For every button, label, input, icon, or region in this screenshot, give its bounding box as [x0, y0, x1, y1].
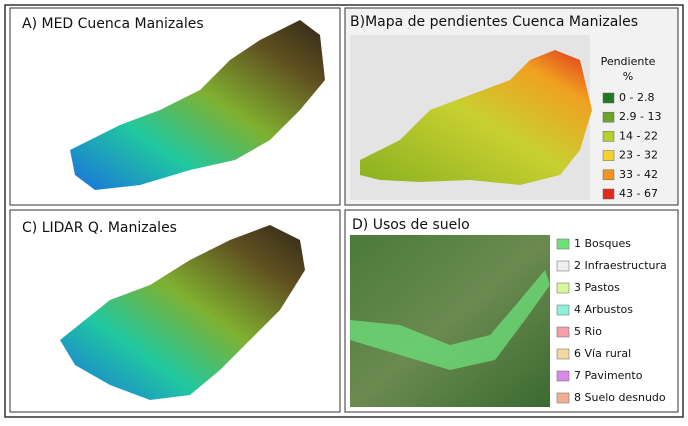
panel-d: D) Usos de suelo: [344, 209, 679, 413]
legend-label: 1 Bosques: [574, 237, 631, 250]
legend-label: 5 Rio: [574, 325, 602, 338]
panel-title: A) MED Cuenca Manizales: [22, 16, 204, 32]
legend-label: 6 Vía rural: [574, 347, 631, 360]
legend-swatch: [556, 260, 570, 272]
panel-title: C) LIDAR Q. Manizales: [22, 220, 177, 236]
panel-a: A) MED Cuenca Manizales: [9, 7, 341, 206]
legend-unit: %: [623, 70, 633, 83]
panel-title: B)Mapa de pendientes Cuenca Manizales: [350, 14, 638, 30]
slope-map: [360, 50, 592, 185]
legend-label: 8 Suelo desnudo: [574, 391, 666, 404]
legend-label: 3 Pastos: [574, 281, 620, 294]
legend-label: 2 Infraestructura: [574, 259, 667, 272]
legend-swatch: [556, 304, 570, 316]
legend-swatch: [556, 392, 570, 404]
legend-label: 43 - 67: [619, 187, 658, 200]
legend-swatch: [556, 326, 570, 338]
legend-swatch: [602, 169, 615, 181]
legend-label: 23 - 32: [619, 149, 658, 162]
legend-title: Pendiente: [601, 55, 656, 68]
legend-label: 33 - 42: [619, 168, 658, 181]
legend-swatch: [602, 92, 615, 104]
legend-swatch: [556, 238, 570, 250]
legend-swatch: [556, 370, 570, 382]
legend-label: 7 Pavimento: [574, 369, 643, 382]
legend-swatch: [556, 282, 570, 294]
legend-swatch: [556, 348, 570, 360]
legend-label: 14 - 22: [619, 129, 658, 142]
legend-label: 2.9 - 13: [619, 110, 661, 123]
legend-swatch: [602, 188, 615, 200]
land-use-overlay: [350, 270, 550, 370]
panel-c: C) LIDAR Q. Manizales: [9, 209, 341, 413]
outer-frame: [4, 4, 684, 418]
lidar-model: [60, 225, 305, 400]
elevation-model: [70, 20, 325, 190]
legend-swatch: [602, 131, 615, 142]
legend-swatch: [602, 111, 615, 123]
legend-label: 4 Arbustos: [574, 303, 633, 316]
legend-swatch: [602, 150, 615, 161]
panel-b: B)Mapa de pendientes Cuenca Manizales Pe…: [344, 7, 679, 206]
panel-title: D) Usos de suelo: [352, 217, 470, 233]
legend-label: 0 - 2.8: [619, 91, 654, 104]
